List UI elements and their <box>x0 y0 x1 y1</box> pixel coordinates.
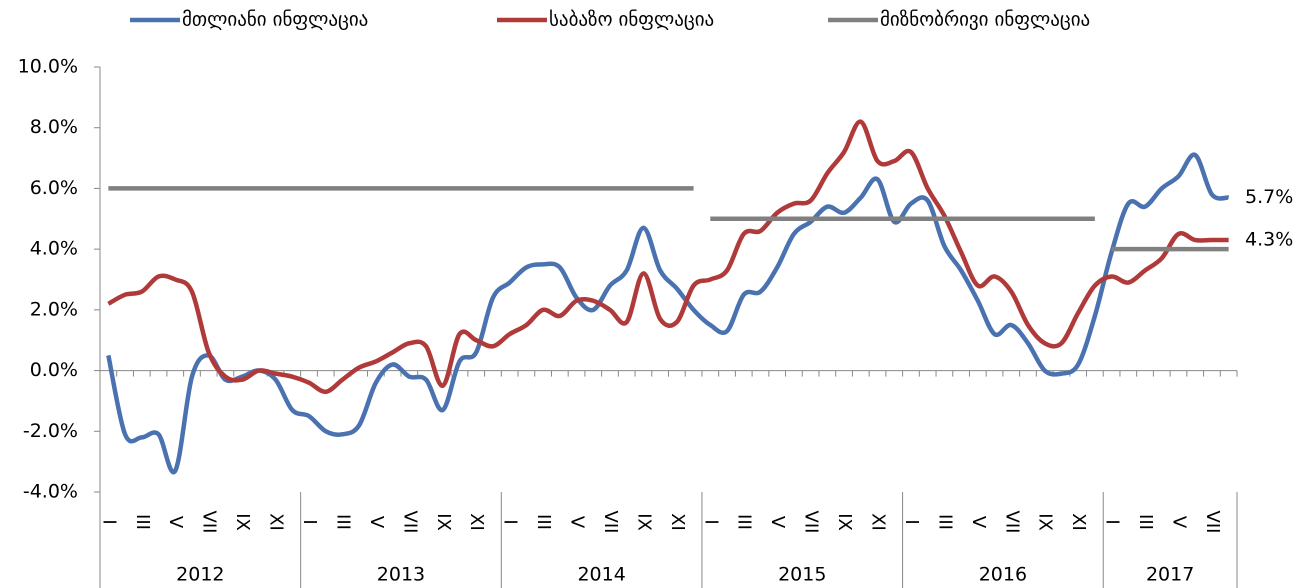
end-label: 5.7% <box>1245 186 1293 208</box>
x-tick-label: VII <box>1202 511 1223 534</box>
x-tick-label: VII <box>199 511 220 534</box>
x-tick-label: V <box>567 516 588 529</box>
y-tick-label: 4.0% <box>30 238 78 260</box>
legend-label: მთლიანი ინფლაცია <box>182 9 368 31</box>
x-group-label: 2016 <box>979 564 1027 586</box>
x-tick-label: I <box>98 519 119 524</box>
x-tick-label: VII <box>399 511 420 534</box>
x-group-label: 2012 <box>176 564 224 586</box>
x-tick-label: XI <box>1068 513 1089 531</box>
x-tick-label: III <box>533 514 554 530</box>
x-tick-label: IX <box>433 513 454 531</box>
x-tick-label: XI <box>466 513 487 531</box>
x-group-label: 2015 <box>778 564 826 586</box>
x-tick-label: IX <box>1035 513 1056 531</box>
x-tick-label: III <box>934 514 955 530</box>
x-tick-label: I <box>1102 519 1123 524</box>
x-tick-label: I <box>500 519 521 524</box>
x-tick-label: XI <box>266 513 287 531</box>
x-tick-label: V <box>1168 516 1189 529</box>
series-line <box>106 152 1230 475</box>
x-tick-label: III <box>332 514 353 530</box>
x-tick-label: I <box>901 519 922 524</box>
x-tick-label: VII <box>801 511 822 534</box>
x-tick-label: IX <box>232 513 253 531</box>
x-tick-label: III <box>1135 514 1156 530</box>
x-tick-label: V <box>366 516 387 529</box>
x-group-label: 2017 <box>1146 564 1194 586</box>
y-tick-label: 8.0% <box>30 116 78 138</box>
y-tick-label: 2.0% <box>30 298 78 320</box>
y-tick-label: -4.0% <box>23 481 78 503</box>
end-label: 4.3% <box>1245 229 1293 251</box>
y-tick-label: 10.0% <box>18 56 78 78</box>
y-tick-label: 0.0% <box>30 359 78 381</box>
x-tick-label: I <box>700 519 721 524</box>
x-tick-label: III <box>734 514 755 530</box>
x-tick-label: III <box>132 514 153 530</box>
x-tick-label: V <box>165 516 186 529</box>
x-tick-label: XI <box>667 513 688 531</box>
x-tick-label: VII <box>1001 511 1022 534</box>
x-tick-label: V <box>968 516 989 529</box>
y-tick-label: -2.0% <box>23 420 78 442</box>
x-tick-label: VII <box>600 511 621 534</box>
x-group-label: 2013 <box>377 564 425 586</box>
x-tick-label: IX <box>834 513 855 531</box>
x-tick-label: I <box>299 519 320 524</box>
series-line <box>107 119 1229 395</box>
x-tick-label: V <box>767 516 788 529</box>
x-group-label: 2014 <box>577 564 625 586</box>
x-tick-label: XI <box>868 513 889 531</box>
legend-label: საბაზო ინფლაცია <box>549 9 714 31</box>
y-tick-label: 6.0% <box>30 177 78 199</box>
x-tick-label: IX <box>633 513 654 531</box>
legend-label: მიზნობრივი ინფლაცია <box>880 9 1090 31</box>
